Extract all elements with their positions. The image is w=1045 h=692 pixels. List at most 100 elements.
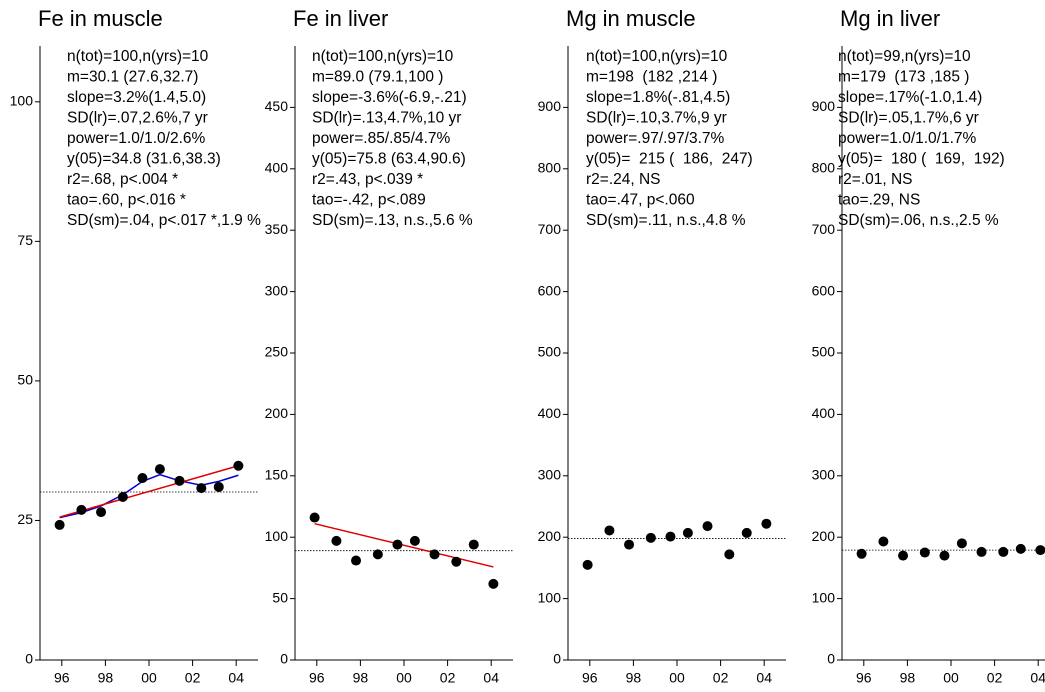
y-tick-label: 100 — [812, 589, 836, 605]
annotation: SD(sm)=.11, n.s.,4.8 % — [586, 212, 746, 229]
annotation: n(tot)=100,n(yrs)=10 — [312, 48, 454, 65]
annotation: m=179 (173 ,185 ) — [838, 69, 969, 86]
annotation: SD(sm)=.06, n.s.,2.5 % — [838, 212, 999, 229]
y-tick-label: 100 — [538, 589, 562, 605]
annotation: tao=.29, NS — [838, 192, 920, 209]
y-tick-label: 350 — [265, 221, 289, 237]
x-tick-label: 96 — [582, 670, 598, 686]
annotation: y(05)= 215 ( 186, 247) — [586, 151, 753, 168]
annotation: slope=.17%(-1.0,1.4) — [838, 89, 982, 106]
mean-point — [645, 532, 656, 543]
mean-point — [1035, 545, 1045, 556]
y-tick-label: 600 — [538, 282, 562, 298]
x-tick-label: 00 — [396, 670, 412, 686]
y-tick-label: 150 — [265, 467, 289, 483]
y-tick-label: 900 — [538, 98, 562, 114]
mean-point — [998, 546, 1009, 557]
y-tick-label: 0 — [25, 651, 33, 667]
annotation: tao=.47, p<.060 — [586, 192, 695, 209]
mean-point — [761, 518, 772, 529]
panel-title: Mg in liver — [840, 6, 940, 31]
panel-title: Mg in muscle — [566, 6, 696, 31]
y-tick-label: 400 — [538, 405, 562, 421]
mean-point — [451, 556, 462, 567]
annotation: m=198 (182 ,214 ) — [586, 69, 717, 86]
mean-point — [76, 504, 87, 515]
y-tick-label: 0 — [827, 651, 835, 667]
annotation: SD(lr)=.13,4.7%,10 yr — [312, 110, 461, 127]
y-tick-label: 50 — [272, 589, 288, 605]
mean-point — [724, 549, 735, 560]
y-tick-label: 400 — [265, 160, 289, 176]
mean-point — [682, 527, 693, 538]
annotation: y(05)= 180 ( 169, 192) — [838, 151, 1005, 168]
x-tick-label: 04 — [756, 670, 772, 686]
annotation: power=1.0/1.0/1.7% — [838, 130, 977, 147]
mean-point — [331, 535, 342, 546]
annotation: slope=3.2%(1.4,5.0) — [67, 89, 206, 106]
y-tick-label: 0 — [280, 651, 288, 667]
mean-point — [233, 460, 244, 471]
x-tick-label: 04 — [228, 670, 244, 686]
mean-point — [429, 549, 440, 560]
trend-line — [59, 465, 239, 518]
y-tick-label: 800 — [538, 160, 562, 176]
y-tick-label: 100 — [265, 528, 289, 544]
annotation: n(tot)=100,n(yrs)=10 — [586, 48, 728, 65]
mean-point — [624, 539, 635, 550]
mean-point — [1015, 543, 1026, 554]
y-tick-label: 300 — [265, 282, 289, 298]
x-tick-label: 02 — [987, 670, 1003, 686]
y-tick-label: 100 — [10, 93, 34, 109]
x-tick-label: 96 — [54, 670, 70, 686]
mean-point — [956, 538, 967, 549]
x-tick-label: 96 — [309, 670, 325, 686]
annotation: SD(sm)=.13, n.s.,5.6 % — [312, 212, 473, 229]
annotation: m=89.0 (79.1,100 ) — [312, 69, 443, 86]
x-tick-label: 98 — [900, 670, 916, 686]
x-tick-label: 02 — [713, 670, 729, 686]
mean-point — [154, 464, 165, 475]
y-tick-label: 400 — [812, 405, 836, 421]
x-tick-label: 00 — [943, 670, 959, 686]
mean-point — [96, 507, 107, 518]
panel-title: Fe in liver — [293, 6, 388, 31]
annotation: SD(lr)=.07,2.6%,7 yr — [67, 110, 208, 127]
mean-point — [351, 555, 362, 566]
annotation: power=.97/.97/3.7% — [586, 130, 725, 147]
annotation: m=30.1 (27.6,32.7) — [67, 69, 198, 86]
y-tick-label: 200 — [265, 405, 289, 421]
mean-point — [392, 539, 403, 550]
annotation: SD(lr)=.05,1.7%,6 yr — [838, 110, 979, 127]
mean-point — [856, 548, 867, 559]
y-tick-label: 200 — [538, 528, 562, 544]
y-tick-label: 700 — [538, 221, 562, 237]
x-tick-label: 00 — [141, 670, 157, 686]
y-tick-label: 300 — [538, 467, 562, 483]
mean-point — [878, 536, 889, 547]
x-tick-label: 04 — [1030, 670, 1045, 686]
mean-point — [702, 521, 713, 532]
y-tick-label: 300 — [812, 467, 836, 483]
x-tick-label: 02 — [185, 670, 201, 686]
mean-point — [939, 550, 950, 561]
mean-point — [409, 535, 420, 546]
mean-point — [604, 525, 615, 536]
annotation: slope=-3.6%(-6.9,-.21) — [312, 89, 467, 106]
annotation: r2=.43, p<.039 * — [312, 171, 423, 188]
mean-point — [309, 512, 320, 523]
y-tick-label: 900 — [812, 98, 836, 114]
annotation: r2=.24, NS — [586, 171, 661, 188]
annotation: r2=.68, p<.004 * — [67, 171, 178, 188]
y-tick-label: 800 — [812, 160, 836, 176]
mean-point — [976, 546, 987, 557]
x-tick-label: 00 — [669, 670, 685, 686]
panel-title: Fe in muscle — [38, 6, 163, 31]
x-tick-label: 04 — [483, 670, 499, 686]
mean-point — [117, 492, 128, 503]
annotation: tao=.60, p<.016 * — [67, 192, 186, 209]
x-tick-label: 98 — [626, 670, 642, 686]
x-tick-label: 98 — [353, 670, 369, 686]
annotation: power=1.0/1.0/2.6% — [67, 130, 206, 147]
